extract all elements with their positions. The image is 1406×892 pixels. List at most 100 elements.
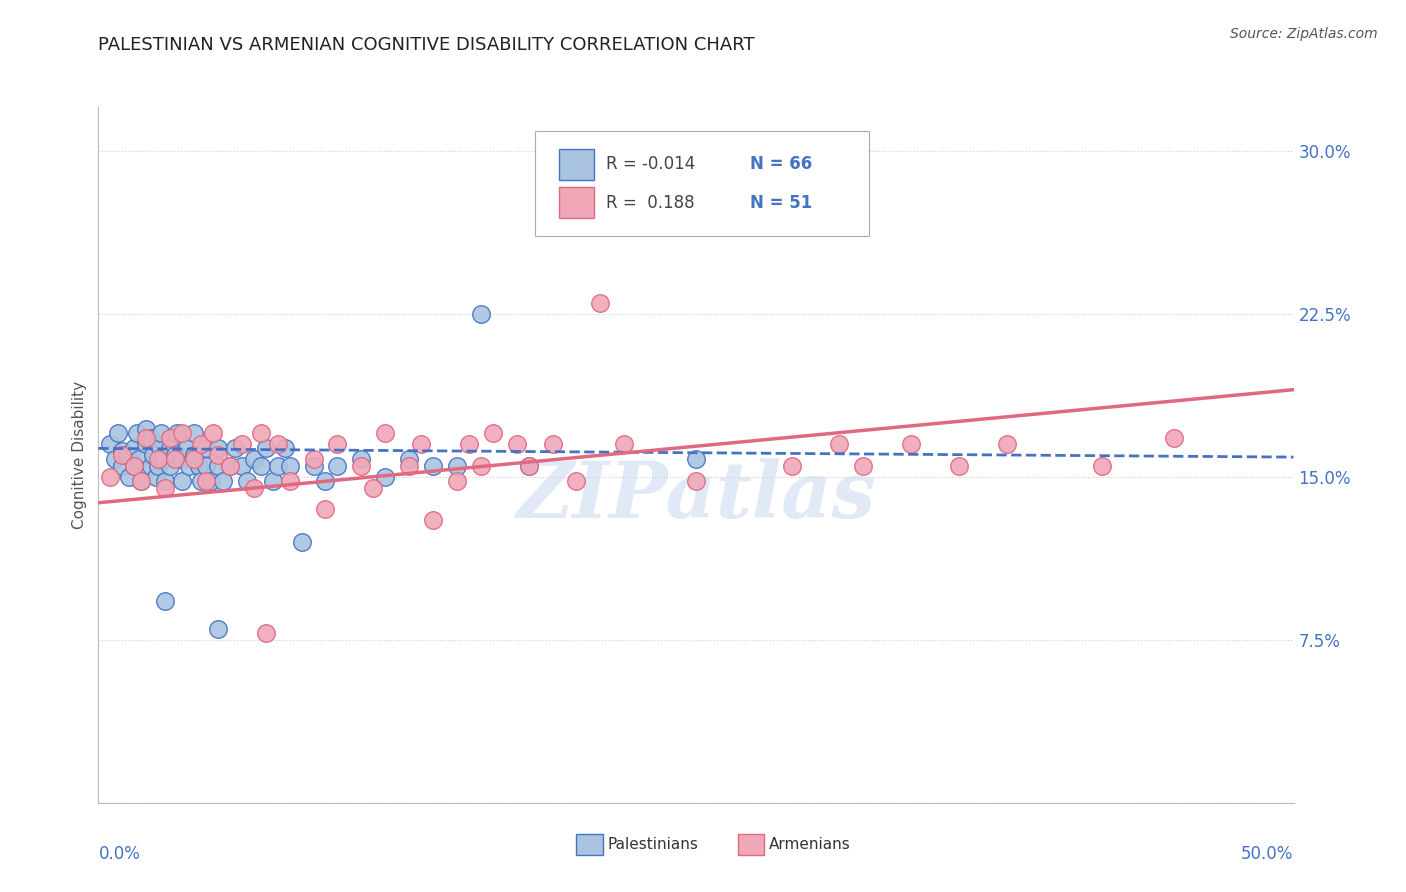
Text: Source: ZipAtlas.com: Source: ZipAtlas.com	[1230, 27, 1378, 41]
Text: Palestinians: Palestinians	[607, 837, 699, 852]
Point	[411, 437, 433, 451]
Point	[148, 437, 170, 451]
Point	[315, 474, 337, 488]
Point	[149, 426, 172, 441]
Point	[422, 458, 444, 473]
Point	[254, 626, 277, 640]
Point	[374, 426, 396, 441]
Point	[541, 437, 564, 451]
Text: PALESTINIAN VS ARMENIAN COGNITIVE DISABILITY CORRELATION CHART: PALESTINIAN VS ARMENIAN COGNITIVE DISABI…	[98, 36, 755, 54]
Point	[145, 469, 167, 483]
Point	[207, 448, 229, 462]
Point	[118, 469, 141, 483]
Point	[470, 307, 492, 321]
Point	[1091, 458, 1114, 473]
Text: Armenians: Armenians	[769, 837, 851, 852]
Point	[243, 452, 266, 467]
Point	[254, 442, 277, 456]
Text: 0.0%: 0.0%	[98, 845, 141, 863]
Point	[398, 458, 420, 473]
Point	[200, 474, 222, 488]
Point	[219, 458, 242, 473]
Point	[172, 474, 194, 488]
Point	[207, 442, 229, 456]
Point	[517, 458, 540, 473]
Point	[159, 431, 181, 445]
FancyBboxPatch shape	[558, 149, 595, 180]
Point	[446, 474, 468, 488]
Point	[166, 426, 188, 441]
Point	[565, 474, 588, 488]
Point	[231, 458, 253, 473]
Point	[207, 458, 229, 473]
Point	[194, 474, 218, 488]
Point	[278, 458, 301, 473]
Point	[202, 426, 225, 441]
Point	[326, 458, 349, 473]
Point	[194, 442, 218, 456]
Point	[517, 458, 540, 473]
Point	[470, 458, 492, 473]
FancyBboxPatch shape	[534, 131, 869, 235]
Point	[148, 458, 170, 473]
Point	[190, 437, 212, 451]
Point	[98, 437, 122, 451]
Point	[172, 452, 194, 467]
Point	[194, 458, 218, 473]
Text: R =  0.188: R = 0.188	[606, 194, 695, 211]
Point	[422, 513, 444, 527]
Point	[176, 442, 198, 456]
Point	[135, 437, 157, 451]
Point	[139, 458, 162, 473]
Point	[398, 452, 420, 467]
Point	[274, 442, 297, 456]
Point	[124, 458, 146, 473]
Point	[159, 458, 181, 473]
Point	[183, 448, 205, 462]
Point	[235, 474, 257, 488]
Point	[302, 458, 325, 473]
Point	[613, 437, 636, 451]
Point	[852, 458, 875, 473]
Point	[780, 458, 803, 473]
Point	[231, 437, 253, 451]
Point	[446, 458, 468, 473]
Point	[111, 448, 134, 462]
Point	[131, 474, 153, 488]
FancyBboxPatch shape	[558, 187, 595, 219]
Point	[179, 458, 201, 473]
Point	[685, 452, 707, 467]
Point	[302, 452, 325, 467]
Point	[207, 622, 229, 636]
Point	[148, 452, 170, 467]
Point	[224, 442, 246, 456]
Point	[128, 452, 150, 467]
Point	[350, 452, 373, 467]
Point	[131, 474, 153, 488]
Point	[111, 458, 134, 473]
Point	[183, 426, 205, 441]
Point	[155, 481, 177, 495]
Point	[900, 437, 922, 451]
Point	[111, 443, 134, 458]
Point	[152, 452, 174, 467]
Point	[135, 431, 157, 445]
Point	[172, 426, 194, 441]
Text: N = 51: N = 51	[749, 194, 813, 211]
Point	[250, 426, 273, 441]
Text: 50.0%: 50.0%	[1241, 845, 1294, 863]
Point	[139, 431, 162, 445]
Point	[267, 458, 290, 473]
Point	[243, 481, 266, 495]
Point	[363, 481, 385, 495]
Point	[187, 458, 209, 473]
Point	[211, 474, 233, 488]
Point	[350, 458, 373, 473]
Point	[733, 198, 755, 212]
Point	[219, 458, 242, 473]
Point	[278, 474, 301, 488]
Point	[190, 474, 212, 488]
Point	[326, 437, 349, 451]
Point	[506, 437, 529, 451]
Point	[142, 448, 165, 462]
